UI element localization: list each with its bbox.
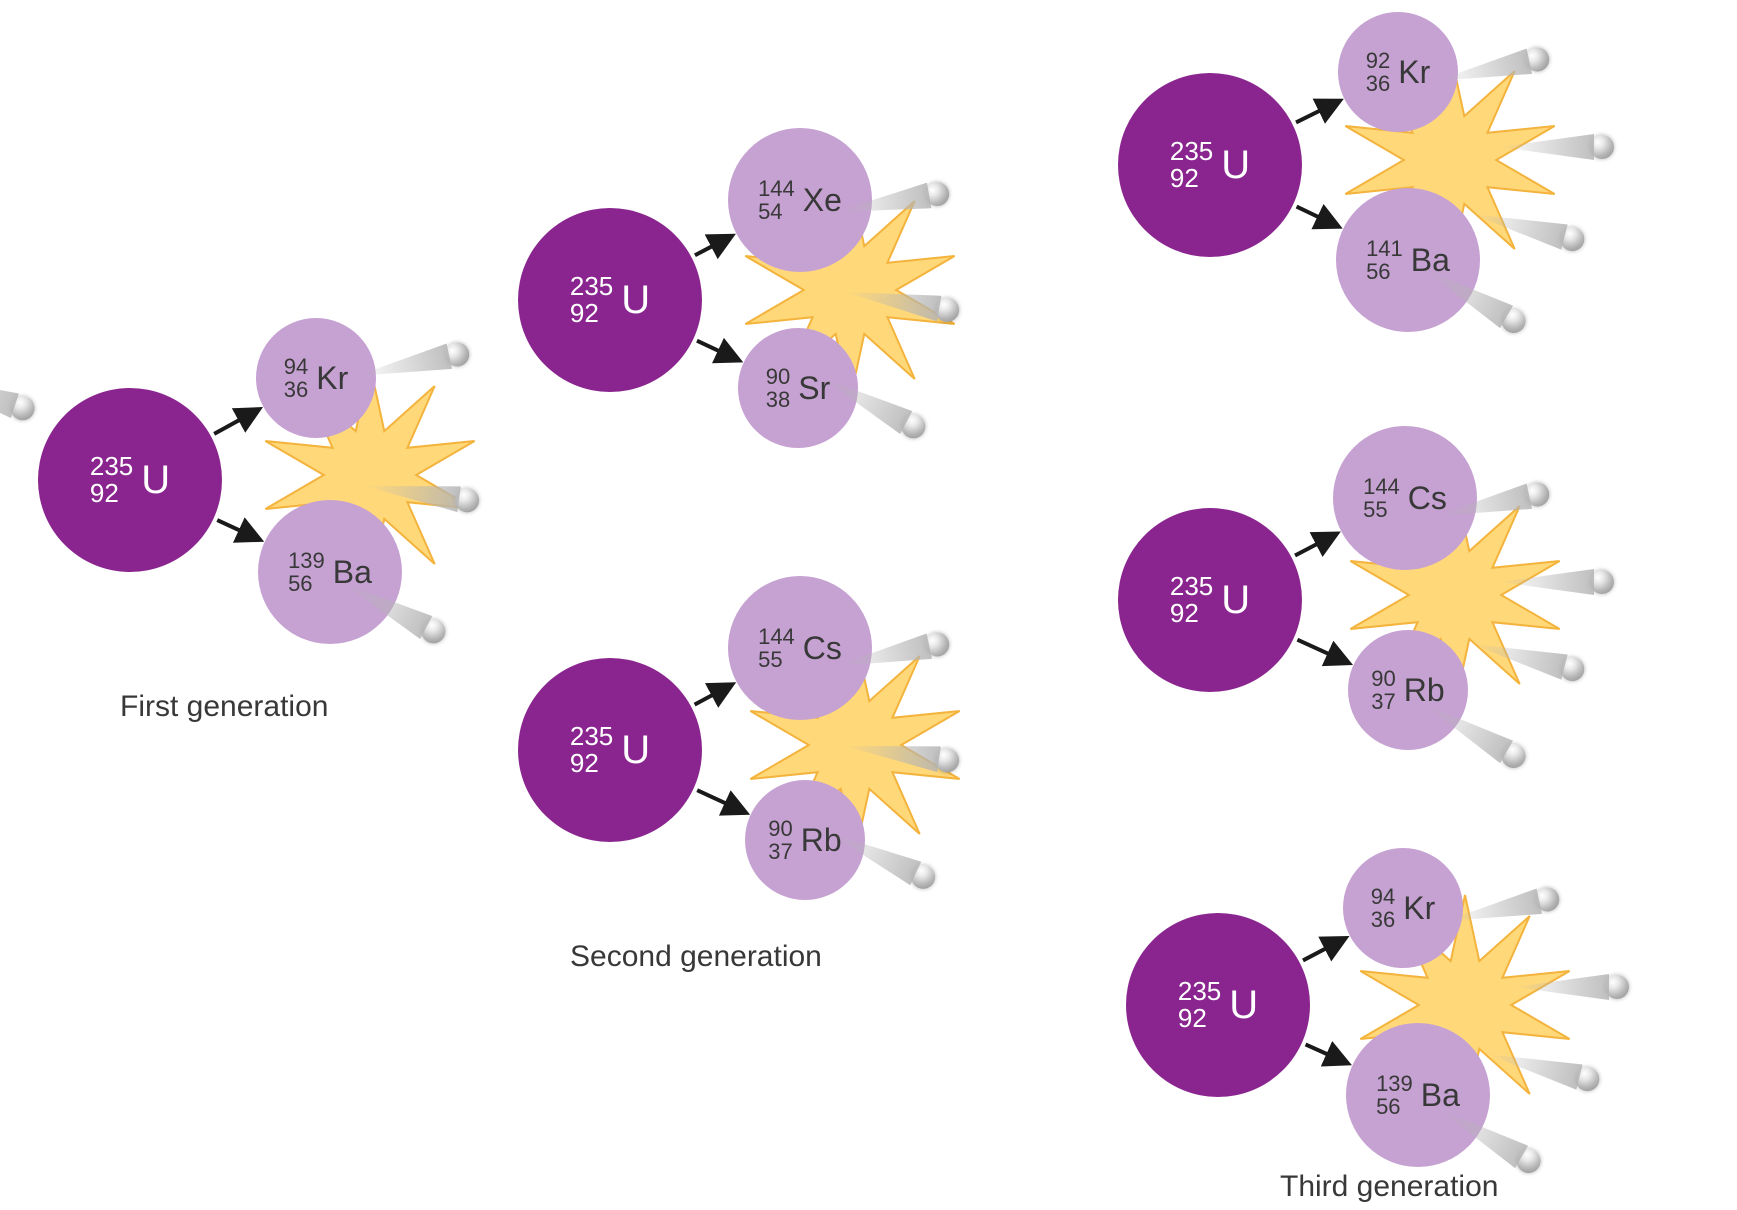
neutron-ball-icon [923,630,951,658]
neutron-ball-icon [1590,135,1614,159]
arrow [1297,207,1338,227]
neutron [1590,135,1614,159]
gen1-label: First generation [120,690,328,724]
neutron-ball-icon [1605,975,1629,999]
arrow [1303,939,1345,961]
neutron [923,630,951,658]
neutron [454,487,481,514]
gen2-label: Second generation [570,940,822,974]
neutron-ball-icon [1523,45,1551,73]
neutron-ball-icon [933,296,961,324]
arrow [217,520,259,539]
arrows-layer [0,0,1737,1210]
neutron-ball-icon [443,340,471,368]
neutron-ball-icon [1523,480,1551,508]
arrow [1297,640,1348,663]
neutron-ball-icon [934,747,961,774]
neutron-ball-icon [1533,885,1561,913]
neutron [1605,975,1629,999]
neutron [1590,570,1614,594]
arrow [214,410,258,434]
neutron [1533,885,1561,913]
arrow [697,341,738,360]
arrow [695,685,732,705]
arrow [1296,101,1339,122]
fission-diagram: 23592U9436Kr13956Ba23592U14454Xe9038Sr23… [0,0,1737,1210]
neutron [934,747,961,774]
neutron [923,180,951,208]
arrow [695,236,731,255]
neutron-ball-icon [923,180,951,208]
arrow [697,790,745,812]
neutron [933,296,961,324]
arrow [1306,1044,1347,1063]
neutron [443,340,471,368]
neutron [1523,480,1551,508]
neutron [1523,45,1551,73]
neutron-ball-icon [454,487,481,514]
arrow [1295,534,1336,555]
neutron-ball-icon [1590,570,1614,594]
gen3-label: Third generation [1280,1170,1498,1204]
